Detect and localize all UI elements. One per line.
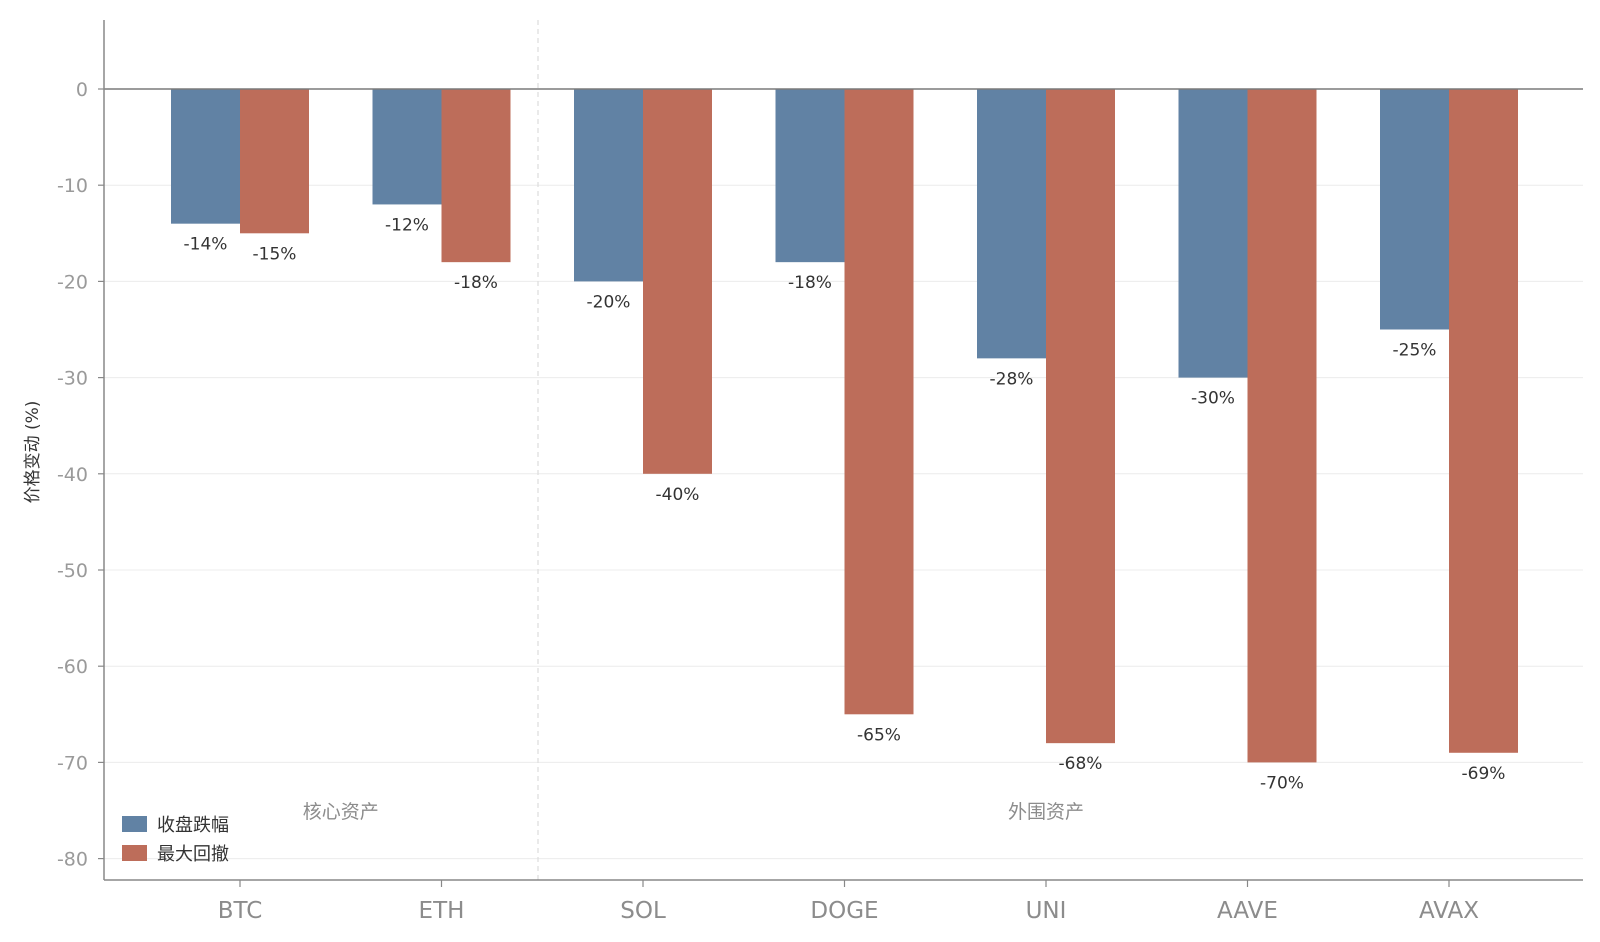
data-label: -30% [1191,389,1235,409]
y-tick-label: -30 [57,368,88,390]
data-label: -25% [1393,341,1437,361]
y-tick-label: -40 [57,464,88,486]
data-label: -18% [788,273,832,293]
data-label: -14% [184,235,228,255]
data-label: -68% [1059,754,1103,774]
y-tick-label: -10 [57,175,88,197]
data-label: -70% [1260,773,1304,793]
bar-close-drop-aave [1178,89,1248,378]
x-tick-label-btc: BTC [218,898,263,924]
data-label: -28% [990,369,1034,389]
data-label: -40% [656,485,700,505]
y-tick-label: -50 [57,560,88,582]
bar-close-drop-sol [574,89,643,282]
x-tick-label-avax: AVAX [1419,898,1479,924]
data-label: -15% [253,244,297,264]
bar-max-drawdown-btc [240,89,309,234]
bar-max-drawdown-avax [1449,89,1518,753]
x-tick-label-aave: AAVE [1217,898,1278,924]
x-tick-label-doge: DOGE [810,898,878,924]
legend-label: 最大回撤 [157,844,229,865]
x-ticks: BTC ETH SOL DOGE UNI AAVE AVAX [218,880,1479,924]
y-tick-label: -80 [57,849,88,871]
x-tick-label-sol: SOL [620,898,666,924]
bar-max-drawdown-uni [1046,89,1115,744]
bar-close-drop-eth [372,89,442,205]
data-label: -65% [857,725,901,745]
bars [171,89,1518,763]
y-tick-label: 0 [76,79,88,101]
bar-close-drop-avax [1380,89,1449,330]
legend-label: 收盘跌幅 [157,815,229,836]
value-labels: -14% -15% -12% -18% -20% -40% -18% -65% -28% -68%… [184,215,1506,793]
data-label: -69% [1462,764,1506,784]
bar-max-drawdown-doge [844,89,914,715]
bar-max-drawdown-sol [643,89,712,474]
bar-max-drawdown-aave [1247,89,1317,763]
data-label: -20% [587,292,631,312]
data-label: -18% [454,273,498,293]
bar-close-drop-doge [775,89,845,263]
group-labels: 核心资产 外围资产 [303,801,1084,823]
x-tick-label-uni: UNI [1026,898,1067,924]
group-label: 核心资产 [303,801,379,823]
data-label: -12% [385,215,429,235]
y-axis-title: 价格变动 (%) [23,401,43,504]
y-tick-labels: 0 -10 -20 -30 -40 -50 -60 -70 -80 [57,79,104,871]
legend-swatch [122,816,147,832]
gridlines [104,184,1583,860]
y-tick-label: -20 [57,271,88,293]
group-label: 外围资产 [1008,801,1084,823]
y-tick-label: -70 [57,752,88,774]
bar-close-drop-btc [171,89,240,224]
legend-swatch [122,845,147,861]
x-tick-label-eth: ETH [419,898,465,924]
bar-max-drawdown-eth [441,89,511,263]
y-tick-label: -60 [57,656,88,678]
bar-close-drop-uni [977,89,1046,359]
